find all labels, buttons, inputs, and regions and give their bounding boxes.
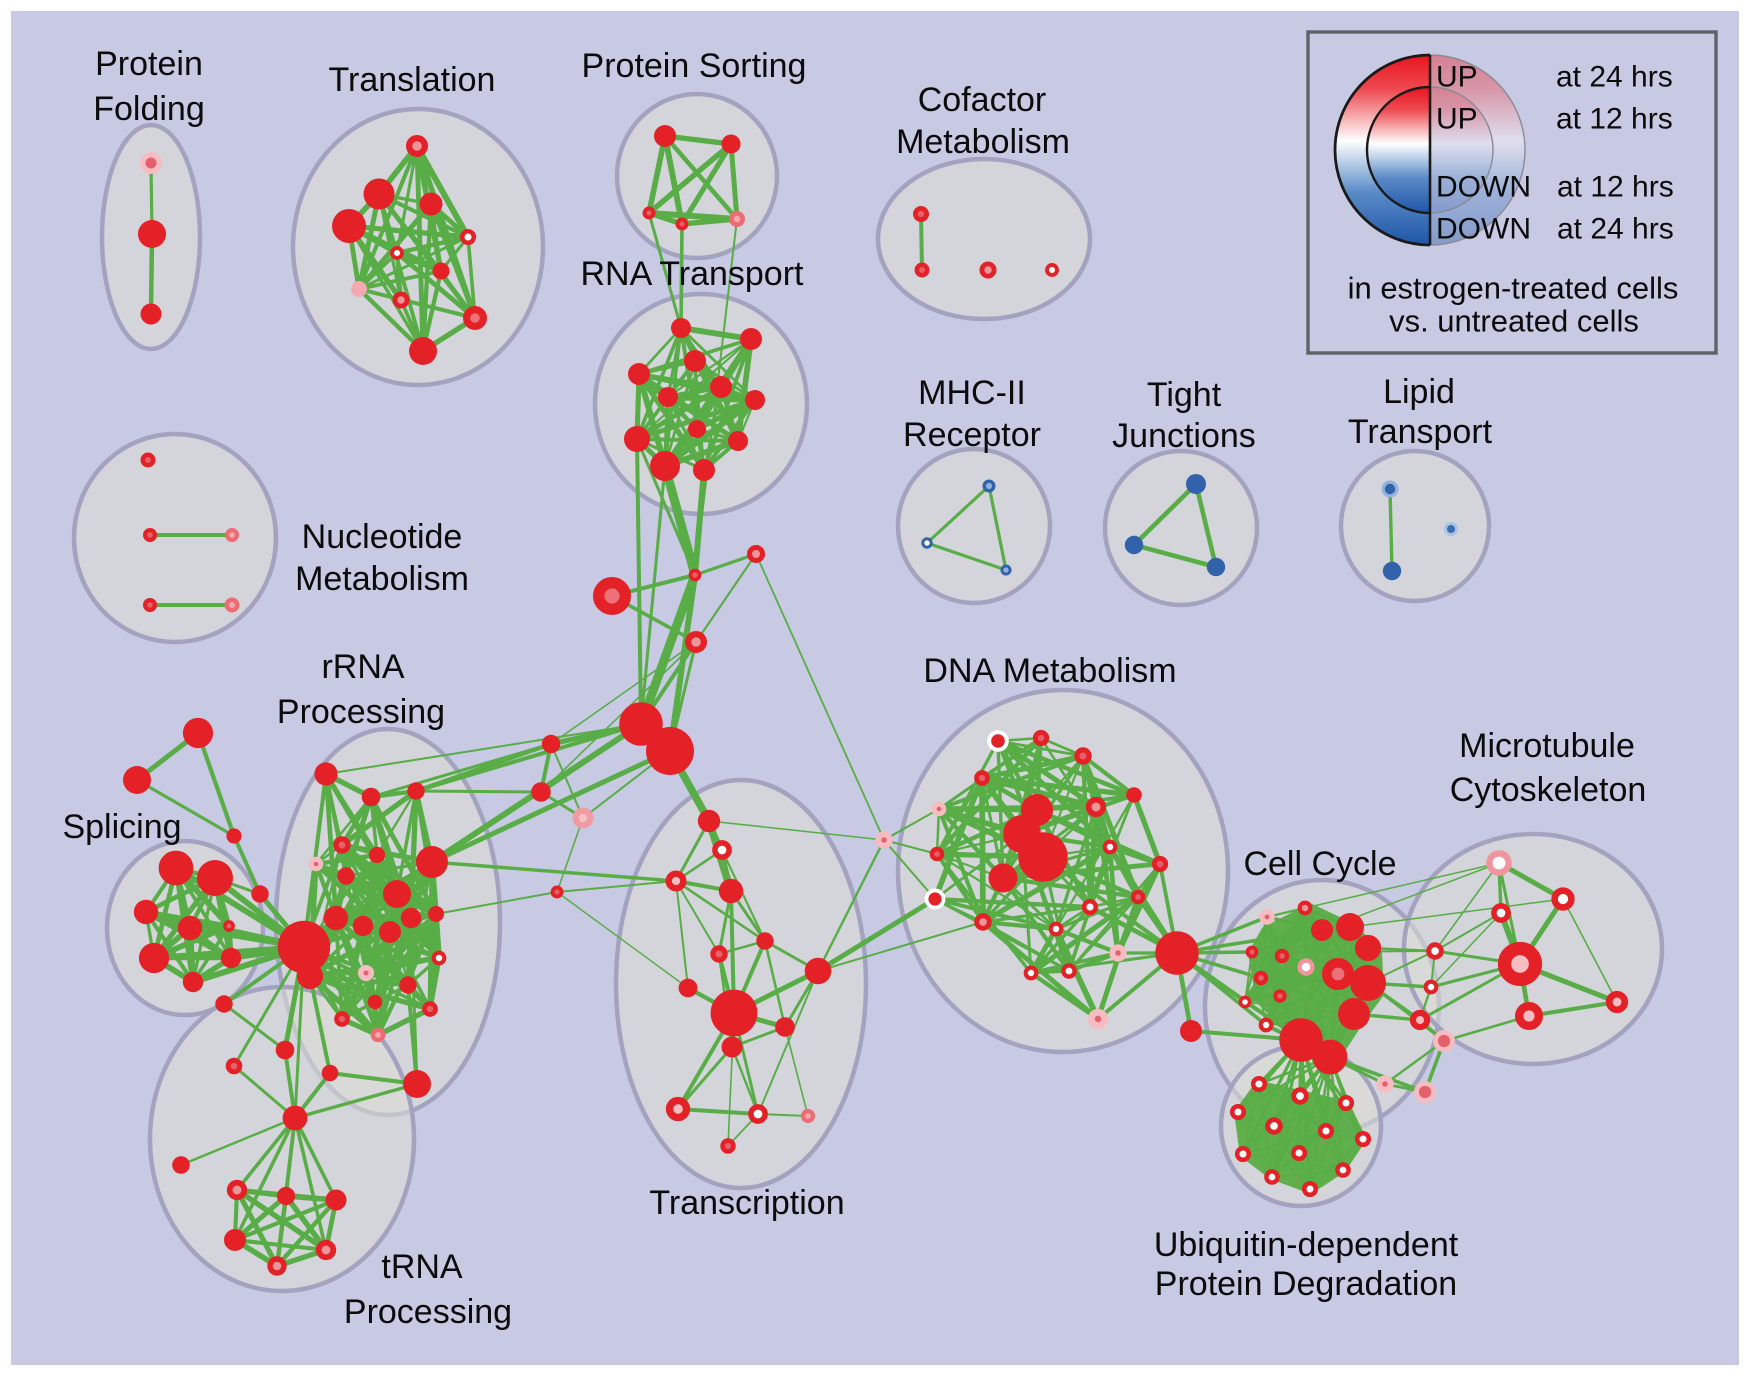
svg-text:Translation: Translation <box>329 61 496 99</box>
svg-text:Metabolism: Metabolism <box>896 123 1070 161</box>
svg-text:at 24 hrs: at 24 hrs <box>1556 61 1673 94</box>
svg-text:Tight: Tight <box>1147 376 1222 414</box>
svg-text:at 12 hrs: at 12 hrs <box>1557 171 1674 204</box>
svg-text:Protein Degradation: Protein Degradation <box>1155 1265 1457 1303</box>
svg-text:Metabolism: Metabolism <box>295 560 469 598</box>
svg-text:UP: UP <box>1436 61 1478 94</box>
svg-text:tRNA: tRNA <box>381 1248 463 1286</box>
svg-text:Nucleotide: Nucleotide <box>302 518 463 556</box>
svg-text:Transcription: Transcription <box>649 1184 844 1222</box>
svg-text:vs. untreated cells: vs. untreated cells <box>1389 304 1639 339</box>
svg-text:Folding: Folding <box>93 90 205 128</box>
svg-text:Cytoskeleton: Cytoskeleton <box>1450 771 1647 809</box>
svg-text:DOWN: DOWN <box>1436 171 1531 204</box>
svg-text:Processing: Processing <box>277 693 445 731</box>
svg-text:Splicing: Splicing <box>62 808 181 846</box>
svg-text:Microtubule: Microtubule <box>1459 727 1635 765</box>
svg-text:DOWN: DOWN <box>1436 213 1531 246</box>
svg-text:Processing: Processing <box>344 1293 512 1331</box>
svg-text:at 24 hrs: at 24 hrs <box>1557 213 1674 246</box>
svg-text:Receptor: Receptor <box>903 416 1041 454</box>
svg-text:Protein: Protein <box>95 45 203 83</box>
svg-text:MHC-II: MHC-II <box>918 374 1026 412</box>
svg-text:Junctions: Junctions <box>1112 417 1256 455</box>
svg-text:UP: UP <box>1436 103 1478 136</box>
svg-text:DNA Metabolism: DNA Metabolism <box>923 652 1176 690</box>
svg-text:at 12 hrs: at 12 hrs <box>1556 103 1673 136</box>
svg-text:Cell Cycle: Cell Cycle <box>1243 845 1396 883</box>
svg-text:Protein Sorting: Protein Sorting <box>582 47 807 85</box>
svg-text:RNA Transport: RNA Transport <box>581 255 805 293</box>
svg-text:Transport: Transport <box>1348 413 1493 451</box>
svg-text:Lipid: Lipid <box>1383 373 1455 411</box>
svg-text:Cofactor: Cofactor <box>918 81 1047 119</box>
svg-text:rRNA: rRNA <box>321 648 404 686</box>
svg-text:in estrogen-treated cells: in estrogen-treated cells <box>1348 271 1679 306</box>
svg-text:Ubiquitin-dependent: Ubiquitin-dependent <box>1154 1226 1459 1264</box>
